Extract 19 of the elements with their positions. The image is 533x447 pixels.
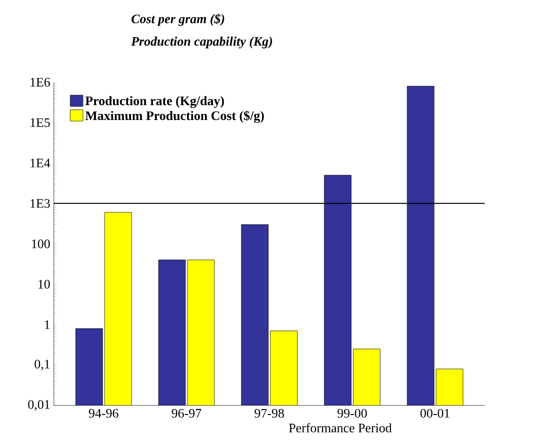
- y-tick-label: 0,1: [34, 360, 50, 371]
- legend-label: Maximum Production Cost ($/g): [85, 110, 264, 124]
- x-tick-label: 96-97: [172, 409, 202, 418]
- chart-title: Cost per gram ($): [132, 14, 224, 26]
- y-tick-label: 0,01: [28, 400, 50, 411]
- chart-subtitle: Production capability (Kg): [131, 36, 272, 49]
- y-tick-label: 10: [38, 280, 50, 289]
- y-tick-label: 1E5: [30, 118, 50, 128]
- x-tick-label: 00-01: [420, 409, 450, 418]
- y-tick-label: 1: [45, 320, 50, 330]
- y-tick-label: 1E4: [30, 158, 50, 168]
- legend-label: Production rate (Kg/day): [85, 96, 224, 108]
- x-tick-label: 94-96: [88, 409, 118, 418]
- y-tick-label: 1E6: [30, 78, 50, 87]
- x-axis-title: Performance Period: [288, 423, 392, 433]
- y-tick-label: 100: [32, 240, 50, 248]
- x-tick-label: 99-00: [338, 409, 367, 418]
- y-tick-label: 1E3: [30, 199, 50, 208]
- x-tick-label: 97-98: [254, 409, 284, 418]
